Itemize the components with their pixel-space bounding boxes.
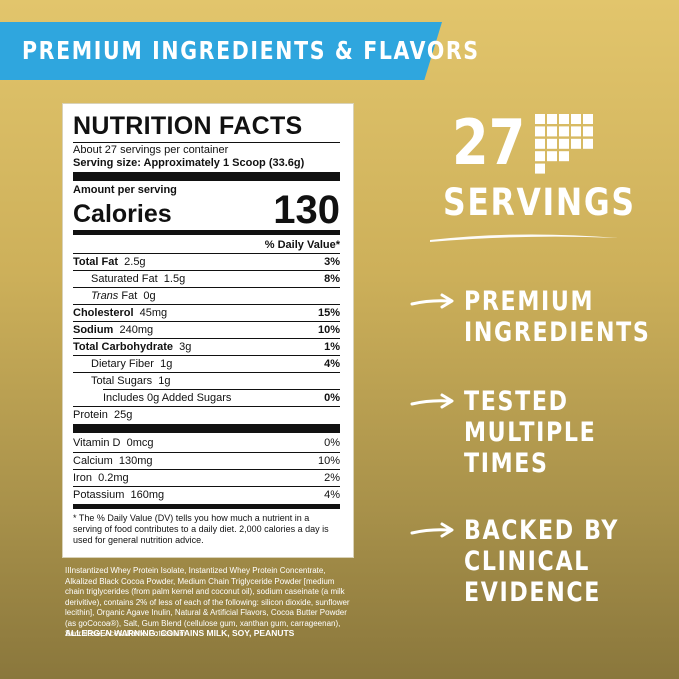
grid-cell [583, 138, 593, 149]
grid-cell [547, 126, 557, 137]
feature-line: BACKED BY [464, 515, 620, 546]
grid-cell [535, 163, 545, 174]
feature-line: MULTIPLE [464, 417, 597, 448]
ingredients-list: IIInstantized Whey Protein Isolate, Inst… [65, 566, 350, 638]
calories-label: Calories [73, 200, 172, 228]
serving-size-value: Approximately 1 Scoop (33.6g) [143, 157, 305, 169]
divider-medium [73, 230, 340, 235]
grid-cell [547, 151, 557, 162]
divider-thick [73, 172, 340, 181]
feature-line: TESTED [464, 386, 569, 417]
arrow-right-icon [410, 522, 454, 538]
arrow-right-icon [410, 393, 454, 409]
feature-tested-multiple-times: TESTED MULTIPLE TIMES [410, 386, 670, 486]
nutrient-row-protein: Protein 25g [73, 406, 340, 423]
swoosh-underline [430, 234, 618, 242]
serving-size: Serving size: Approximately 1 Scoop (33.… [73, 157, 340, 170]
amount-per-serving: Amount per serving [73, 184, 177, 196]
nutrient-row-total-fat: Total Fat 2.5g 3% [73, 253, 340, 270]
grid-cell [547, 114, 557, 124]
header-banner [0, 22, 442, 80]
grid-cell [535, 151, 545, 162]
nutrition-title: NUTRITION FACTS [73, 112, 303, 140]
nutrient-row-total-sugars: Total Sugars 1g [73, 372, 340, 389]
feature-line: CLINICAL [464, 546, 590, 577]
daily-value-header: % Daily Value* [264, 239, 340, 251]
grid-cell [583, 114, 593, 124]
servings-label: SERVINGS [443, 181, 636, 224]
grid-cell [559, 126, 569, 137]
divider-thick-vitamins [73, 424, 340, 433]
divider-medium-footnote [73, 504, 340, 509]
nutrient-row-trans-fat: Trans Fat 0g [73, 287, 340, 304]
allergen-warning: ALLERGEN WARNING: CONTAINS MILK, SOY, PE… [65, 628, 295, 638]
nutrient-row-saturated-fat: Saturated Fat 1.5g 8% [73, 270, 340, 287]
feature-backed-by-clinical-evidence: BACKED BY CLINICAL EVIDENCE [410, 515, 670, 615]
servings-per-container: About 27 servings per container [73, 144, 229, 156]
arrow-right-icon [410, 293, 454, 309]
nutrient-row-added-sugars: Includes 0g Added Sugars 0% [103, 389, 340, 406]
nutrient-row-iron: Iron 0.2mg 2% [73, 469, 340, 486]
grid-cell [547, 138, 557, 149]
feature-line: TIMES [464, 448, 549, 479]
grid-squares-icon [535, 114, 593, 174]
feature-line: PREMIUM [464, 286, 595, 317]
calories-row: Calories 130 [73, 190, 340, 230]
feature-line: EVIDENCE [464, 577, 602, 608]
calories-value: 130 [273, 188, 340, 232]
grid-cell [559, 114, 569, 124]
nutrient-row-cholesterol: Cholesterol 45mg 15% [73, 304, 340, 321]
grid-cell [535, 114, 545, 124]
nutrient-row-vitamin-d: Vitamin D 0mcg 0% [73, 437, 340, 449]
feature-line: INGREDIENTS [464, 317, 651, 348]
grid-cell [535, 138, 545, 149]
serving-size-label: Serving size: [73, 157, 141, 169]
nutrient-row-sodium: Sodium 240mg 10% [73, 321, 340, 338]
grid-cell [571, 114, 581, 124]
nutrition-facts-label: NUTRITION FACTS About 27 servings per co… [73, 113, 340, 546]
nutrient-row-total-carbohydrate: Total Carbohydrate 3g 1% [73, 338, 340, 355]
feature-premium-ingredients: PREMIUM INGREDIENTS [410, 286, 670, 356]
nutrient-row-dietary-fiber: Dietary Fiber 1g 4% [73, 355, 340, 372]
banner-title: PREMIUM INGREDIENTS & FLAVORS [22, 36, 480, 65]
nutrient-row-calcium: Calcium 130mg 10% [73, 452, 340, 469]
grid-cell [559, 138, 569, 149]
daily-value-footnote: * The % Daily Value (DV) tells you how m… [73, 513, 329, 545]
grid-cell [571, 126, 581, 137]
nutrient-row-potassium: Potassium 160mg 4% [73, 486, 340, 503]
servings-number: 27 [452, 106, 526, 179]
grid-cell [559, 151, 569, 162]
grid-cell [535, 126, 545, 137]
grid-cell [571, 138, 581, 149]
grid-cell [583, 126, 593, 137]
